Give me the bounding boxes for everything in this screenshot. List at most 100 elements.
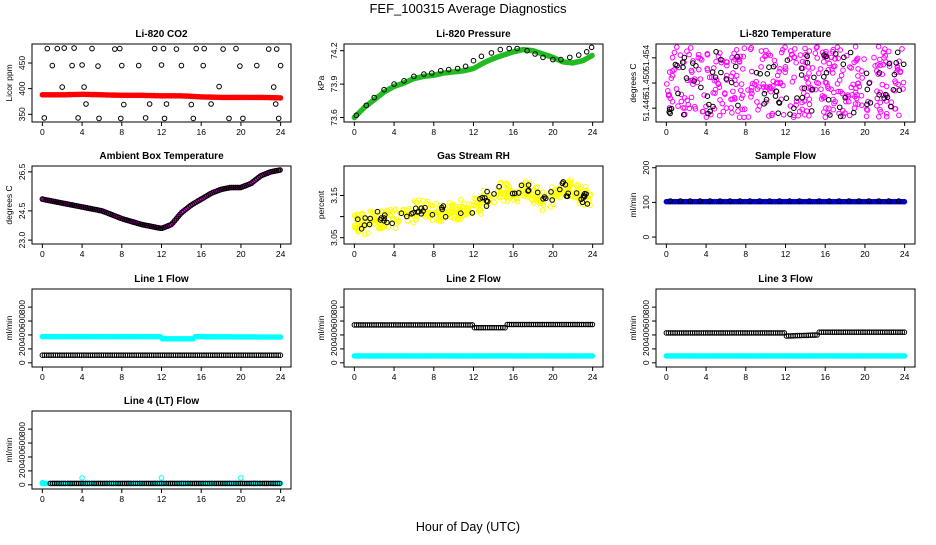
data-point (664, 81, 670, 87)
data-layer (351, 177, 594, 238)
data-point (745, 87, 751, 93)
y-axis-label: percent (316, 190, 326, 219)
data-point (720, 108, 727, 115)
x-tick-label: 12 (157, 372, 167, 382)
data-point (832, 51, 839, 57)
y-tick-label: 200 (329, 342, 339, 356)
panel: Sample Flow ml/min 0 4 8 12 16 20 24 0 100 200 (628, 151, 916, 259)
data-point (806, 48, 813, 54)
data-point (557, 186, 563, 193)
y-tick-label: 800 (17, 422, 27, 436)
data-point (686, 51, 692, 58)
data-point (738, 87, 744, 94)
y-tick-label: 600 (17, 314, 27, 328)
data-point (158, 475, 165, 481)
data-point (458, 210, 464, 216)
data-point (583, 49, 590, 55)
data-point (850, 109, 857, 116)
data-point (820, 95, 827, 101)
data-point (208, 101, 214, 107)
data-point (843, 52, 850, 59)
data-point (682, 105, 688, 111)
data-point (669, 54, 676, 61)
data-point (589, 321, 596, 328)
x-tick-label: 20 (548, 249, 558, 259)
data-point (758, 64, 764, 70)
data-point (764, 71, 771, 77)
data-point (855, 73, 861, 79)
y-tick-label: 0 (17, 360, 27, 365)
y-tick-label: 200 (17, 464, 27, 478)
data-point (588, 44, 595, 51)
data-point (812, 50, 819, 57)
data-point (740, 53, 747, 60)
x-tick-label: 12 (157, 249, 167, 259)
data-point (777, 66, 783, 72)
data-point (840, 67, 846, 73)
data-point (818, 86, 824, 92)
data-point (389, 220, 396, 227)
data-point (429, 211, 436, 218)
data-point (468, 202, 475, 208)
data-point (797, 52, 804, 58)
data-point (877, 106, 883, 113)
data-point (846, 112, 853, 119)
data-point (473, 195, 480, 202)
data-point (884, 94, 891, 101)
x-tick-label: 12 (469, 127, 479, 137)
x-tick-label: 16 (196, 249, 206, 259)
x-tick-label: 0 (664, 249, 669, 259)
plot-frame (31, 410, 292, 490)
data-point (193, 45, 199, 52)
data-point (665, 92, 672, 99)
data-point (514, 198, 521, 205)
x-tick-label: 12 (781, 249, 791, 259)
data-point (449, 204, 456, 210)
data-point (429, 70, 435, 76)
data-point (201, 45, 207, 52)
data-point (718, 69, 724, 76)
panel-title: Line 1 Flow (134, 274, 189, 285)
x-tick-label: 24 (276, 127, 286, 137)
data-point (480, 187, 487, 194)
data-point (847, 49, 854, 56)
x-tick-label: 0 (40, 372, 45, 382)
data-point (353, 112, 360, 119)
data-point (893, 60, 900, 66)
data-point (691, 78, 697, 84)
data-point (749, 68, 755, 75)
data-point (240, 115, 246, 122)
data-point (79, 475, 85, 481)
data-point (855, 101, 861, 107)
data-point (760, 81, 767, 87)
data-point (577, 185, 584, 192)
y-tick-label: 450 (17, 56, 27, 70)
data-point (666, 69, 673, 75)
data-point (272, 101, 279, 107)
data-point (583, 191, 589, 197)
data-point (681, 111, 687, 118)
data-point (858, 102, 865, 109)
data-point (477, 211, 484, 217)
data-point (901, 198, 908, 205)
x-tick-label: 8 (119, 494, 124, 504)
x-tick-label: 20 (236, 494, 246, 504)
y-axis-label: degrees C (628, 63, 638, 102)
data-point (121, 101, 127, 108)
data-point (751, 81, 758, 88)
y-tick-label: 0 (641, 360, 651, 365)
data-point (740, 66, 746, 72)
data-point (732, 96, 738, 102)
data-point (809, 86, 816, 93)
data-point (826, 105, 832, 112)
data-point (811, 74, 817, 81)
data-point (758, 48, 765, 54)
panel-title: Gas Stream RH (437, 151, 510, 162)
data-point (795, 112, 802, 119)
data-point (671, 67, 677, 73)
y-axis-label: kPa (316, 75, 326, 90)
data-point (793, 59, 800, 66)
data-point (398, 210, 405, 216)
x-tick-label: 24 (276, 494, 286, 504)
data-point (876, 198, 882, 204)
